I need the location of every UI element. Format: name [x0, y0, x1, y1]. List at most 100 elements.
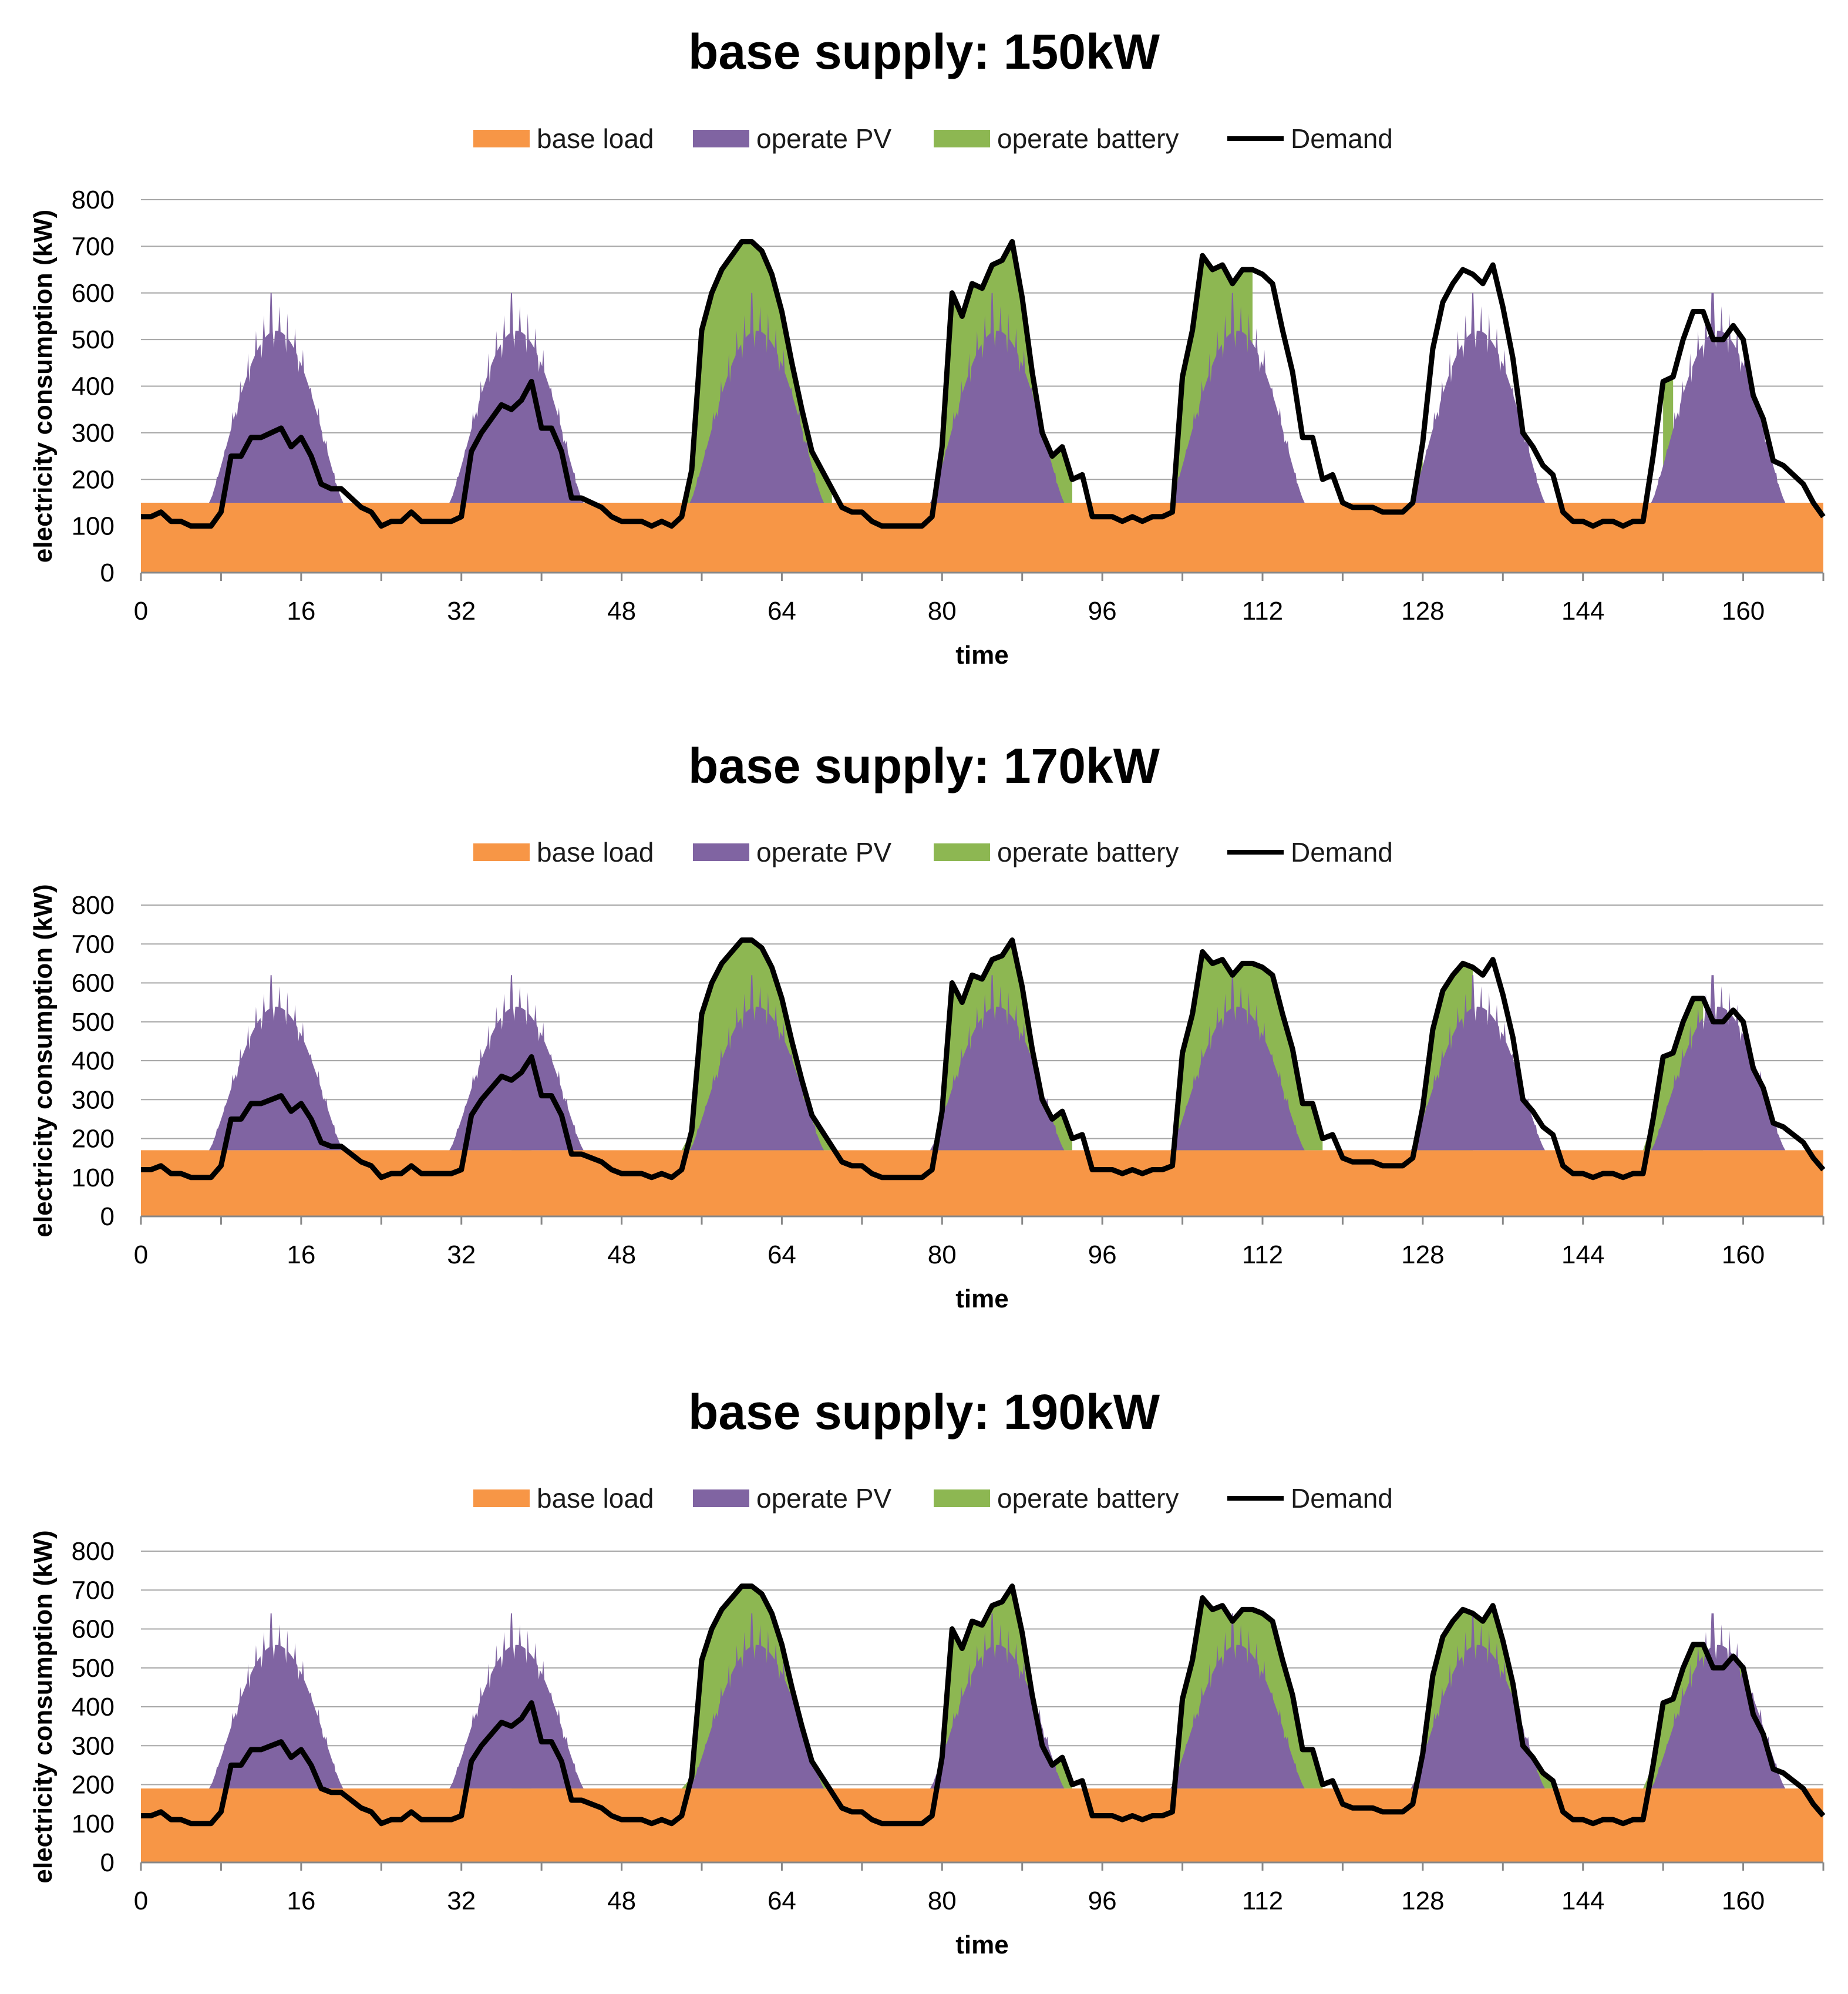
legend-item-base-load: base load: [473, 835, 654, 870]
y-tick-label: 0: [100, 1848, 115, 1877]
x-tick-label: 128: [1401, 597, 1444, 626]
x-tick-label: 32: [447, 597, 476, 626]
x-tick-label: 64: [768, 597, 796, 626]
y-tick-label: 200: [72, 1125, 115, 1154]
legend-item-base-load: base load: [473, 121, 654, 156]
demand-line-swatch: [1227, 136, 1284, 141]
operate-pv-area: [1651, 975, 1786, 1151]
y-tick-label: 0: [100, 1202, 115, 1231]
y-tick-label: 800: [72, 1537, 115, 1566]
legend-item-operate-battery: operate battery: [934, 121, 1179, 156]
x-tick-label: 80: [928, 1240, 957, 1269]
legend-label-operate-pv: operate PV: [756, 1483, 892, 1514]
x-tick-label: 144: [1561, 1887, 1604, 1915]
chart-legend: base load operate PV operate battery Dem…: [0, 835, 1848, 870]
y-tick-label: 300: [72, 1085, 115, 1114]
x-tick-label: 0: [134, 1240, 148, 1269]
y-tick-label: 0: [100, 559, 115, 587]
y-tick-label: 700: [72, 1576, 115, 1605]
x-tick-label: 64: [768, 1240, 796, 1269]
x-tick-label: 16: [287, 1887, 315, 1915]
x-tick-label: 96: [1088, 597, 1117, 626]
operate-pv-area: [1170, 1613, 1305, 1789]
chart-panel-150kw: base supply: 150kW base load operate PV …: [0, 0, 1848, 664]
y-tick-label: 700: [72, 232, 115, 261]
legend-label-base-load: base load: [537, 1483, 654, 1514]
operate-pv-area: [449, 292, 584, 503]
chart-legend: base load operate PV operate battery Dem…: [0, 1481, 1848, 1516]
base-load-area: [141, 1150, 1823, 1216]
operate-pv-area: [1170, 292, 1305, 503]
legend-label-operate-battery: operate battery: [997, 123, 1179, 154]
y-axis-label: electricity consumption (kW): [29, 884, 58, 1237]
chart-title: base supply: 190kW: [688, 1384, 1160, 1440]
base-load-swatch: [473, 843, 530, 861]
x-tick-label: 128: [1401, 1887, 1444, 1915]
chart-panel-190kw: base supply: 190kW base load operate PV …: [0, 1310, 1848, 1994]
y-axis-label: electricity consumption (kW): [29, 1530, 58, 1883]
x-tick-label: 0: [134, 597, 148, 626]
operate-pv-area: [1411, 1613, 1545, 1789]
x-tick-label: 112: [1242, 597, 1283, 626]
operate-pv-swatch: [693, 1489, 749, 1507]
y-tick-label: 800: [72, 186, 115, 214]
legend-label-base-load: base load: [537, 123, 654, 154]
x-tick-label: 0: [134, 1887, 148, 1915]
legend-item-demand: Demand: [1227, 835, 1393, 870]
base-load-swatch: [473, 1489, 530, 1507]
x-tick-label: 80: [928, 597, 957, 626]
y-tick-label: 400: [72, 1693, 115, 1721]
chart-title: base supply: 150kW: [688, 24, 1160, 79]
operate-pv-area: [1411, 975, 1545, 1151]
legend-label-operate-pv: operate PV: [756, 837, 892, 867]
operate-pv-area: [208, 1613, 344, 1789]
x-tick-label: 160: [1722, 1887, 1765, 1915]
y-tick-label: 100: [72, 1164, 115, 1192]
y-tick-label: 400: [72, 372, 115, 401]
y-tick-label: 100: [72, 1810, 115, 1838]
operate-pv-area: [930, 292, 1065, 503]
y-tick-label: 400: [72, 1047, 115, 1075]
legend-label-demand: Demand: [1291, 123, 1393, 154]
demand-line: [141, 1583, 1826, 1827]
y-tick-label: 700: [72, 930, 115, 959]
x-tick-label: 160: [1722, 1240, 1765, 1269]
x-tick-label: 128: [1401, 1240, 1444, 1269]
chart-legend: base load operate PV operate battery Dem…: [0, 121, 1848, 156]
legend-item-operate-pv: operate PV: [693, 121, 891, 156]
legend-label-operate-battery: operate battery: [997, 1483, 1179, 1514]
x-tick-label: 16: [287, 597, 315, 626]
demand-line-swatch: [1227, 1496, 1284, 1501]
demand-line: [141, 238, 1826, 529]
x-tick-label: 64: [768, 1887, 796, 1915]
operate-pv-area: [1651, 1613, 1786, 1789]
y-tick-label: 300: [72, 1731, 115, 1760]
chart-panel-170kw: base supply: 170kW base load operate PV …: [0, 664, 1848, 1310]
y-tick-label: 600: [72, 969, 115, 998]
base-load-area: [141, 502, 1823, 573]
operate-pv-area: [930, 975, 1065, 1151]
base-load-swatch: [473, 130, 530, 147]
y-tick-label: 300: [72, 419, 115, 448]
operate-battery-swatch: [934, 130, 990, 147]
y-tick-label: 500: [72, 1654, 115, 1683]
operate-pv-area: [449, 975, 584, 1151]
x-tick-label: 144: [1561, 1240, 1604, 1269]
legend-item-operate-pv: operate PV: [693, 1481, 891, 1516]
demand-line-swatch: [1227, 850, 1284, 855]
y-tick-label: 100: [72, 512, 115, 541]
y-tick-label: 600: [72, 279, 115, 308]
x-tick-label: 48: [607, 1887, 636, 1915]
legend-item-demand: Demand: [1227, 121, 1393, 156]
y-tick-label: 200: [72, 1771, 115, 1800]
y-tick-label: 500: [72, 325, 115, 354]
x-tick-label: 32: [447, 1240, 476, 1269]
operate-pv-area: [1651, 292, 1786, 503]
x-axis-label: time: [955, 641, 1008, 664]
legend-label-demand: Demand: [1291, 1483, 1393, 1514]
x-tick-label: 144: [1561, 597, 1604, 626]
operate-pv-swatch: [693, 843, 749, 861]
x-tick-label: 160: [1722, 597, 1765, 626]
legend-label-operate-pv: operate PV: [756, 123, 892, 154]
y-tick-label: 500: [72, 1008, 115, 1037]
